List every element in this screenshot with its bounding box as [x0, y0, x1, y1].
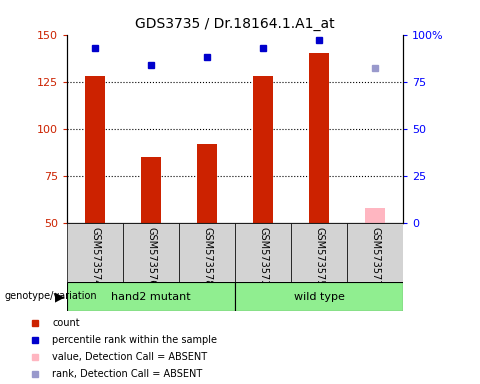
Text: wild type: wild type: [294, 291, 345, 302]
Text: value, Detection Call = ABSENT: value, Detection Call = ABSENT: [52, 352, 207, 362]
Text: genotype/variation: genotype/variation: [5, 291, 97, 301]
Bar: [85, 76, 105, 223]
Bar: [67, 282, 235, 311]
Bar: [291, 223, 347, 282]
Bar: [235, 282, 403, 311]
Bar: [347, 223, 403, 282]
Text: hand2 mutant: hand2 mutant: [111, 291, 191, 302]
Text: GSM573578: GSM573578: [202, 227, 212, 287]
Bar: [142, 157, 161, 223]
Text: GSM573575: GSM573575: [314, 227, 324, 287]
Text: ▶: ▶: [55, 290, 65, 303]
Text: percentile rank within the sample: percentile rank within the sample: [52, 335, 217, 345]
Bar: [67, 223, 123, 282]
Bar: [235, 223, 291, 282]
Text: count: count: [52, 318, 80, 328]
Bar: [253, 76, 273, 223]
Bar: [365, 208, 385, 223]
Bar: [179, 223, 235, 282]
Text: GSM573577: GSM573577: [370, 227, 380, 287]
Bar: [310, 53, 329, 223]
Text: GSM573574: GSM573574: [90, 227, 100, 287]
Text: GSM573576: GSM573576: [146, 227, 156, 287]
Bar: [123, 223, 179, 282]
Text: GSM573573: GSM573573: [258, 227, 268, 287]
Bar: [197, 144, 217, 223]
Title: GDS3735 / Dr.18164.1.A1_at: GDS3735 / Dr.18164.1.A1_at: [135, 17, 335, 31]
Text: rank, Detection Call = ABSENT: rank, Detection Call = ABSENT: [52, 369, 203, 379]
